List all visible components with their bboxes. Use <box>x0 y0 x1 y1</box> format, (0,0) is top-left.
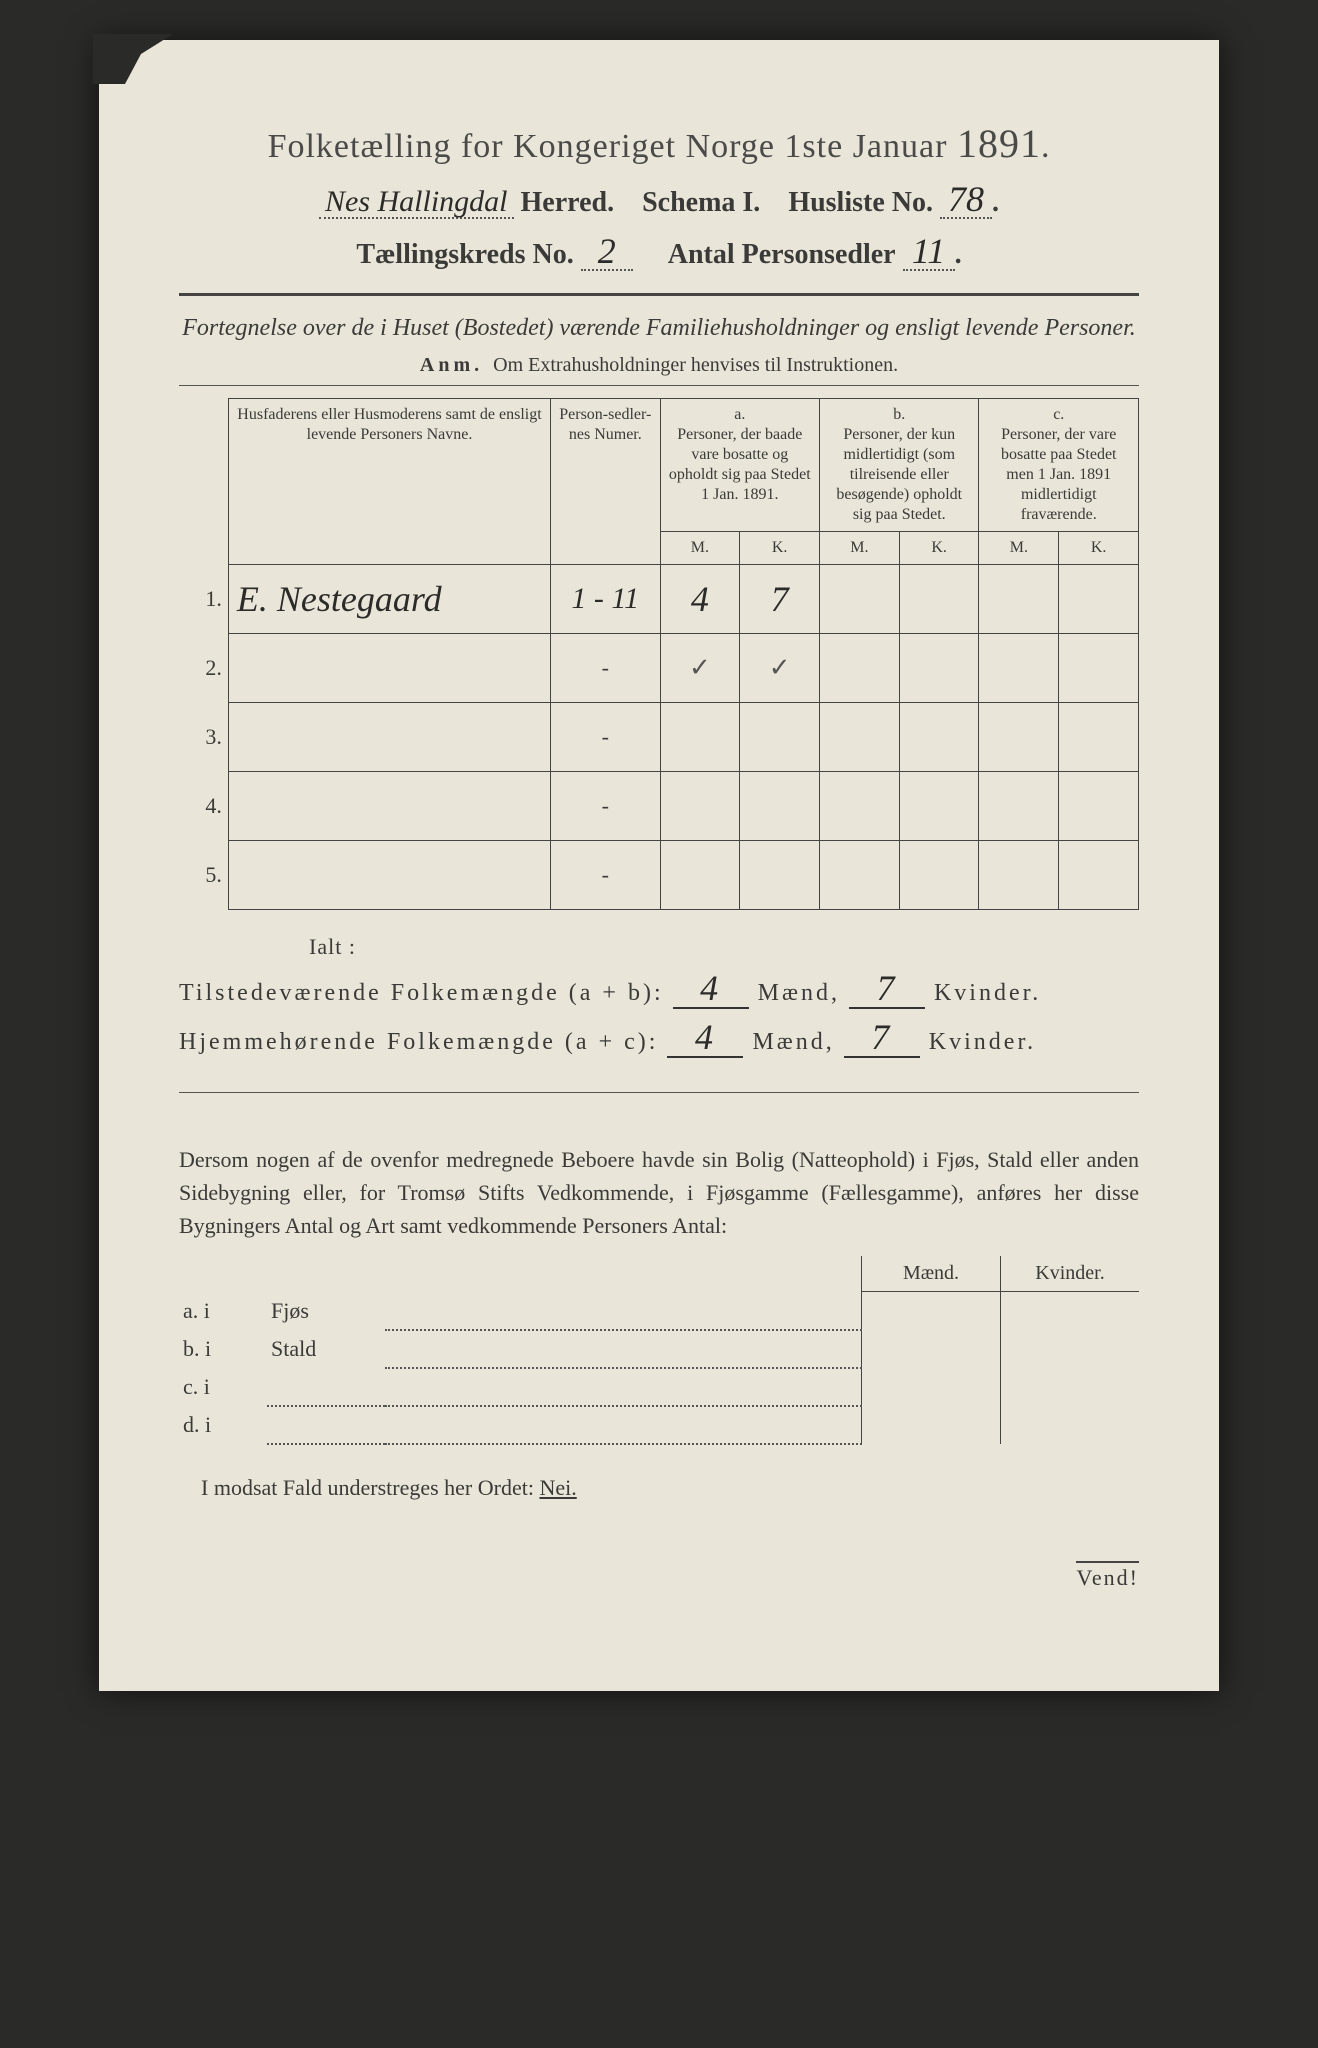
b-m: M. <box>820 532 900 565</box>
col-num-header: Person-sedler-nes Numer. <box>551 399 661 565</box>
nei-line: I modsat Fald understreges her Ordet: Ne… <box>179 1475 1139 1501</box>
schema-label: Schema I. <box>642 187 760 218</box>
divider-2 <box>179 385 1139 386</box>
table-row: 5. - <box>179 841 1139 910</box>
husliste-label: Husliste No. <box>788 187 933 218</box>
group-b: b. Personer, der kun midlertidigt (som t… <box>820 399 979 532</box>
torn-corner <box>93 34 173 84</box>
anm-label: Anm. <box>420 354 483 376</box>
table-row: 2. - ✓ ✓ <box>179 634 1139 703</box>
bldg-row: d. i <box>179 1406 1139 1444</box>
l2-m: 4 <box>695 1019 716 1055</box>
husliste-value: 78 <box>940 181 992 219</box>
header-line-3: Tællingskreds No. 2 Antal Personsedler 1… <box>179 233 1139 271</box>
bldg-row: b. i Stald <box>179 1330 1139 1368</box>
bldg-row: c. i <box>179 1368 1139 1406</box>
table-body: 1. E. Nestegaard 1 - 11 4 7 2. - ✓ ✓ <box>179 565 1139 910</box>
l1-m: 4 <box>700 970 721 1006</box>
title-prefix: Folketælling for Kongeriget Norge 1ste J… <box>268 128 948 165</box>
herred-value: Nes Hallingdal <box>319 187 514 219</box>
c-k: K. <box>1059 532 1139 565</box>
a-k: K. <box>740 532 820 565</box>
group-a: a. Personer, der baade vare bosatte og o… <box>660 399 819 532</box>
table-row: 1. E. Nestegaard 1 - 11 4 7 <box>179 565 1139 634</box>
buildings-table: Mænd. Kvinder. a. i Fjøs b. i Stald c. i… <box>179 1256 1139 1445</box>
table-head: Husfaderens eller Husmoderens samt de en… <box>179 399 1139 565</box>
group-c: c. Personer, der vare bosatte paa Stedet… <box>979 399 1139 532</box>
l2-k: 7 <box>871 1019 892 1055</box>
buildings-paragraph: Dersom nogen af de ovenfor medregnede Be… <box>179 1143 1139 1242</box>
totals-row-1: Tilstedeværende Folkemængde (a + b): 4 M… <box>179 970 1139 1009</box>
anm-text: Om Extrahusholdninger henvises til Instr… <box>493 354 898 376</box>
bldg-kvinder-head: Kvinder. <box>1001 1256 1140 1292</box>
divider-3 <box>179 1092 1139 1093</box>
totals-row-2: Hjemmehørende Folkemængde (a + c): 4 Mæn… <box>179 1019 1139 1058</box>
col-names-header: Husfaderens eller Husmoderens samt de en… <box>228 399 550 565</box>
header-line-2: Nes Hallingdal Herred. Schema I. Huslist… <box>179 181 1139 219</box>
kreds-label: Tællingskreds No. <box>356 239 573 270</box>
herred-label: Herred. <box>521 187 615 218</box>
households-table: Husfaderens eller Husmoderens samt de en… <box>179 398 1139 910</box>
table-row: 4. - <box>179 772 1139 841</box>
sedler-value: 11 <box>903 233 955 271</box>
vend-label: Vend! <box>1076 1561 1139 1591</box>
subtitle: Fortegnelse over de i Huset (Bostedet) v… <box>179 312 1139 344</box>
nei-word: Nei. <box>539 1475 576 1500</box>
anm-line: Anm. Om Extrahusholdninger henvises til … <box>179 354 1139 377</box>
title-year: 1891 <box>957 121 1041 166</box>
census-form-page: Folketælling for Kongeriget Norge 1ste J… <box>99 40 1219 1691</box>
l1-k: 7 <box>876 970 897 1006</box>
kreds-value: 2 <box>581 233 633 271</box>
bldg-maend-head: Mænd. <box>862 1256 1001 1292</box>
title-line: Folketælling for Kongeriget Norge 1ste J… <box>179 120 1139 167</box>
table-row: 3. - <box>179 703 1139 772</box>
sedler-label: Antal Personsedler <box>668 239 896 270</box>
totals-block: Ialt : Tilstedeværende Folkemængde (a + … <box>179 934 1139 1058</box>
row-name: E. Nestegaard <box>237 581 442 617</box>
ialt-label: Ialt : <box>309 934 1139 960</box>
c-m: M. <box>979 532 1059 565</box>
bldg-row: a. i Fjøs <box>179 1292 1139 1330</box>
b-k: K. <box>899 532 979 565</box>
divider-1 <box>179 293 1139 296</box>
a-m: M. <box>660 532 740 565</box>
